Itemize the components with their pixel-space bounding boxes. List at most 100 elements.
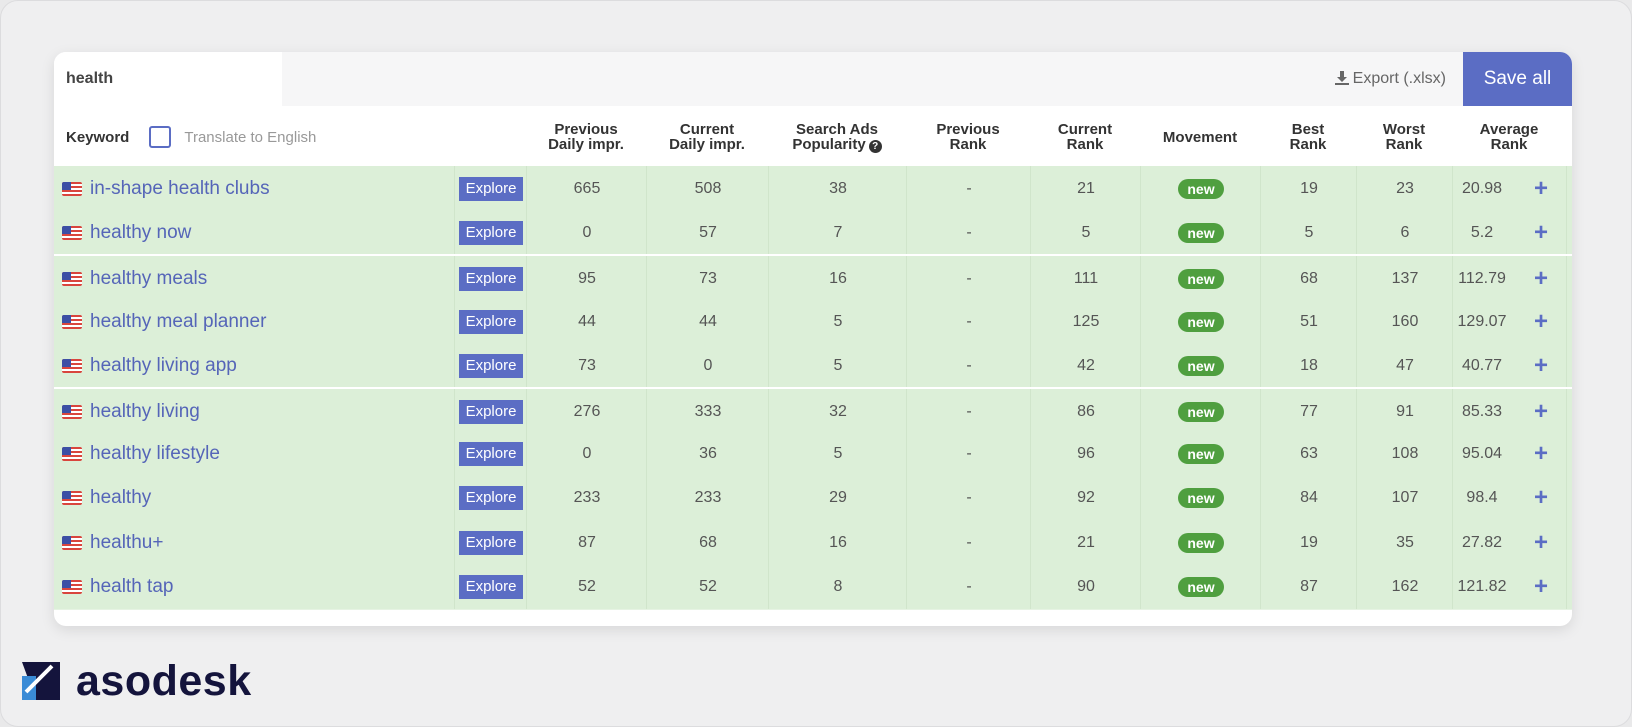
us-flag-icon bbox=[62, 579, 82, 594]
cur-impr-value: 73 bbox=[699, 269, 717, 287]
avg-cell: 85.33 bbox=[1452, 389, 1511, 434]
us-flag-icon bbox=[62, 314, 82, 329]
asodesk-logo-icon bbox=[22, 662, 60, 700]
movement-cell: new bbox=[1140, 389, 1261, 434]
plus-icon[interactable]: + bbox=[1533, 174, 1548, 202]
cur-impr-header[interactable]: Current Daily impr. bbox=[646, 106, 768, 168]
export-button[interactable]: Export (.xlsx) bbox=[1334, 52, 1446, 106]
prev-impr-value: 95 bbox=[578, 269, 596, 287]
average-rank-header-label: Average Rank bbox=[1479, 121, 1539, 153]
search-input[interactable] bbox=[54, 52, 282, 106]
best-value: 19 bbox=[1300, 533, 1318, 551]
plus-icon[interactable]: + bbox=[1533, 483, 1548, 511]
popularity-value: 5 bbox=[833, 444, 843, 462]
popularity-cell: 16 bbox=[768, 520, 907, 565]
keyword-link[interactable]: healthu+ bbox=[90, 531, 164, 553]
plus-icon[interactable]: + bbox=[1533, 307, 1548, 335]
explore-button[interactable]: Explore bbox=[458, 530, 524, 555]
plus-icon[interactable]: + bbox=[1533, 351, 1548, 379]
avg-value: 20.98 bbox=[1461, 179, 1503, 197]
plus-icon[interactable]: + bbox=[1533, 572, 1548, 600]
cur-impr-cell: 68 bbox=[646, 520, 769, 565]
cur-impr-cell: 44 bbox=[646, 299, 769, 344]
prev-impr-cell: 87 bbox=[526, 520, 647, 565]
keyword-link[interactable]: healthy meal planner bbox=[90, 310, 267, 332]
explore-button[interactable]: Explore bbox=[458, 441, 524, 466]
keyword-link[interactable]: healthy living bbox=[90, 400, 200, 422]
cur-rank-value: 90 bbox=[1077, 577, 1095, 595]
cur-rank-cell: 21 bbox=[1030, 520, 1141, 565]
cur-impr-value: 233 bbox=[694, 488, 722, 506]
keyword-link[interactable]: healthy lifestyle bbox=[90, 442, 220, 464]
best-value: 68 bbox=[1300, 269, 1318, 287]
popularity-value: 32 bbox=[829, 402, 847, 420]
avg-cell: 40.77 bbox=[1452, 343, 1511, 388]
movement-cell: new bbox=[1140, 520, 1261, 565]
avg-cell: 98.4 bbox=[1452, 475, 1511, 520]
plus-icon[interactable]: + bbox=[1533, 397, 1548, 425]
worst-rank-header[interactable]: Worst Rank bbox=[1356, 106, 1452, 168]
help-icon[interactable]: ? bbox=[868, 139, 882, 153]
worst-value: 162 bbox=[1391, 577, 1419, 595]
keyword-link[interactable]: healthy living app bbox=[90, 354, 237, 376]
prev-rank-header[interactable]: Previous Rank bbox=[906, 106, 1030, 168]
cur-rank-header[interactable]: Current Rank bbox=[1030, 106, 1140, 168]
cur-impr-value: 68 bbox=[699, 533, 717, 551]
explore-button[interactable]: Explore bbox=[458, 220, 524, 245]
avg-value: 27.82 bbox=[1461, 533, 1503, 551]
explore-cell: Explore bbox=[454, 564, 527, 609]
movement-cell: new bbox=[1140, 299, 1261, 344]
keyword-cell: healthy bbox=[54, 475, 454, 520]
keyword-link[interactable]: healthy now bbox=[90, 221, 192, 243]
cur-rank-cell: 92 bbox=[1030, 475, 1141, 520]
average-rank-header[interactable]: Average Rank bbox=[1452, 106, 1566, 168]
translate-checkbox[interactable] bbox=[149, 126, 172, 148]
prev-impr-header-label: Previous Daily impr. bbox=[548, 121, 624, 153]
movement-header[interactable]: Movement bbox=[1140, 106, 1260, 168]
movement-badge: new bbox=[1178, 355, 1224, 376]
popularity-value: 16 bbox=[829, 269, 847, 287]
explore-button[interactable]: Explore bbox=[458, 353, 524, 378]
movement-cell: new bbox=[1140, 343, 1261, 388]
explore-button[interactable]: Explore bbox=[458, 266, 524, 291]
cur-impr-cell: 233 bbox=[646, 475, 769, 520]
best-rank-header-label: Best Rank bbox=[1289, 121, 1327, 153]
popularity-header[interactable]: Search Ads Popularity? bbox=[768, 106, 906, 168]
worst-cell: 160 bbox=[1356, 299, 1453, 344]
best-cell: 51 bbox=[1260, 299, 1357, 344]
keyword-cell: healthu+ bbox=[54, 520, 454, 565]
best-value: 77 bbox=[1300, 402, 1318, 420]
plus-icon[interactable]: + bbox=[1533, 439, 1548, 467]
best-rank-header[interactable]: Best Rank bbox=[1260, 106, 1356, 168]
cur-impr-value: 36 bbox=[699, 444, 717, 462]
prev-impr-value: 276 bbox=[573, 402, 601, 420]
cur-impr-cell: 0 bbox=[646, 343, 769, 388]
plus-icon[interactable]: + bbox=[1533, 218, 1548, 246]
cur-rank-value: 21 bbox=[1077, 533, 1095, 551]
prev-rank-value: - bbox=[966, 577, 972, 595]
popularity-value: 7 bbox=[833, 223, 843, 241]
avg-cell: 20.98 bbox=[1452, 166, 1511, 211]
cur-impr-value: 52 bbox=[699, 577, 717, 595]
plus-icon[interactable]: + bbox=[1533, 528, 1548, 556]
avg-cell: 27.82 bbox=[1452, 520, 1511, 565]
explore-cell: Explore bbox=[454, 431, 527, 476]
worst-cell: 23 bbox=[1356, 166, 1453, 211]
avg-cell: 112.79 bbox=[1452, 256, 1511, 301]
popularity-cell: 8 bbox=[768, 564, 907, 609]
table-header: Keyword Translate to English Previous Da… bbox=[54, 106, 1572, 222]
explore-button[interactable]: Explore bbox=[458, 399, 524, 424]
explore-button[interactable]: Explore bbox=[458, 309, 524, 334]
explore-button[interactable]: Explore bbox=[458, 485, 524, 510]
keyword-link[interactable]: healthy bbox=[90, 486, 152, 508]
add-cell: + bbox=[1510, 210, 1572, 255]
save-all-button[interactable]: Save all bbox=[1463, 52, 1572, 106]
prev-impr-header[interactable]: Previous Daily impr. bbox=[526, 106, 646, 168]
keyword-link[interactable]: health tap bbox=[90, 575, 174, 597]
explore-button[interactable]: Explore bbox=[458, 176, 524, 201]
keyword-link[interactable]: healthy meals bbox=[90, 267, 208, 289]
explore-button[interactable]: Explore bbox=[458, 574, 524, 599]
keyword-link[interactable]: in-shape health clubs bbox=[90, 177, 270, 199]
worst-value: 35 bbox=[1396, 533, 1414, 551]
plus-icon[interactable]: + bbox=[1533, 264, 1548, 292]
